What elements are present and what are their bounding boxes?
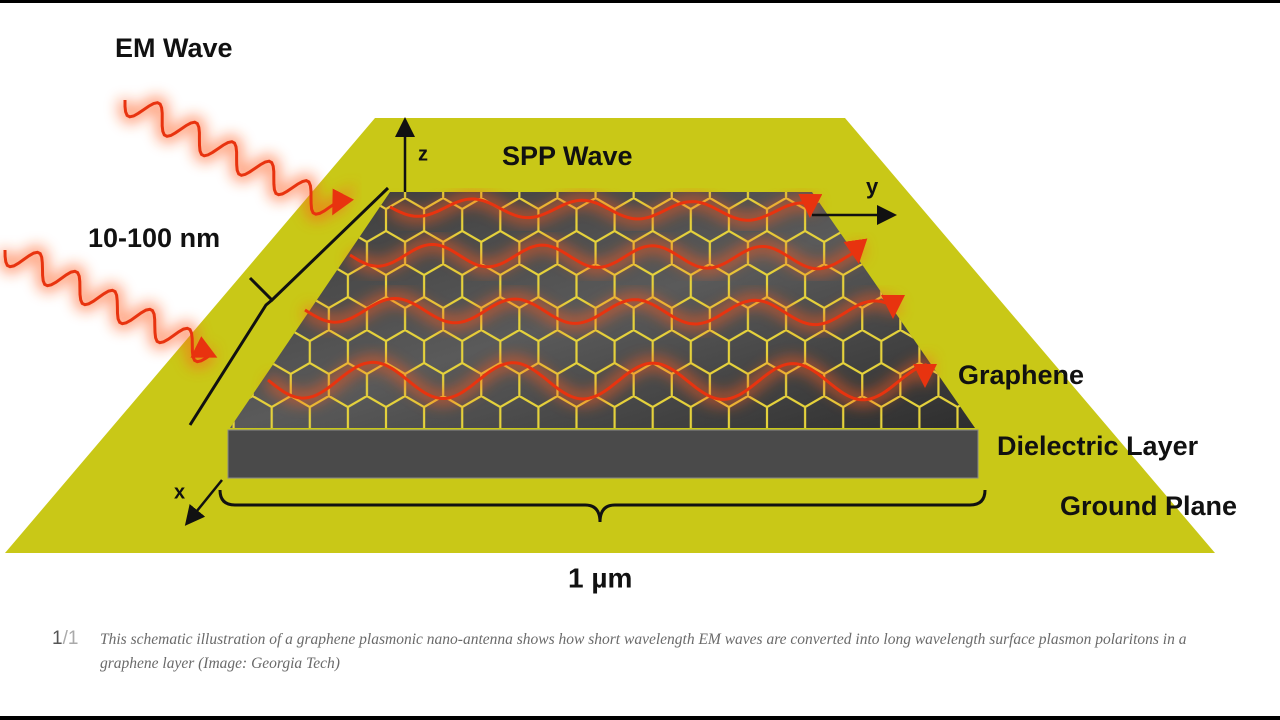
caption: 1/1 This schematic illustration of a gra… — [52, 628, 1232, 676]
graphene-label: Graphene — [958, 360, 1084, 390]
width-label: 1 µm — [568, 562, 632, 593]
thickness-label: 10-100 nm — [88, 223, 220, 253]
spp-wave-label: SPP Wave — [502, 141, 633, 171]
x-axis — [184, 479, 223, 526]
em-wave — [0, 244, 216, 370]
image-counter: 1/1 — [52, 628, 100, 676]
z-label: z — [418, 143, 428, 165]
thickness-brace — [188, 186, 390, 426]
y-label: y — [866, 174, 879, 199]
dielectric-label: Dielectric Layer — [997, 431, 1199, 461]
spp-wave — [349, 238, 868, 271]
em-wave-label: EM Wave — [115, 33, 233, 63]
em-wave — [123, 100, 354, 216]
bottom-border — [0, 716, 1280, 720]
width-brace — [218, 489, 987, 523]
top-border — [0, 0, 1280, 3]
ground-label: Ground Plane — [1060, 491, 1237, 521]
spp-wave — [389, 193, 823, 222]
spp-wave — [304, 295, 905, 327]
dielectric-layer — [227, 429, 979, 479]
counter-current: 1 — [52, 628, 63, 649]
spp-wave — [267, 360, 937, 402]
counter-total: /1 — [62, 628, 79, 649]
em-wave — [3, 249, 218, 364]
caption-text: This schematic illustration of a graphen… — [100, 631, 1187, 672]
x-label: x — [174, 481, 185, 503]
em-wave — [118, 95, 357, 222]
